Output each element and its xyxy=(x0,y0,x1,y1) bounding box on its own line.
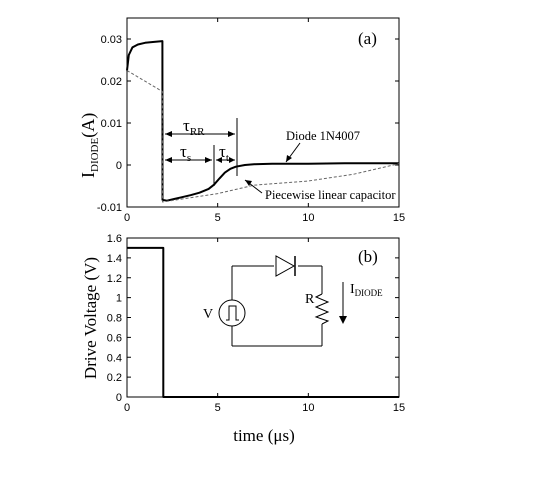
y-tick-label: 1.4 xyxy=(107,253,122,265)
x-tick-label: 15 xyxy=(393,402,405,414)
current-label: IDIODE xyxy=(350,282,383,298)
tau-s-arrowhead-left xyxy=(165,157,172,163)
tau-s-label: τs xyxy=(180,142,191,164)
x-tick-label: 5 xyxy=(215,212,221,224)
y-tick-label: 0.03 xyxy=(101,34,122,46)
pulse-waveform-icon xyxy=(226,305,239,321)
panel-b-y-axis-label: Drive Voltage (V) xyxy=(81,257,100,379)
y-tick-label: 1.6 xyxy=(107,233,122,245)
panel-a-y-axis-label: IDIODE(A) xyxy=(78,113,101,178)
y-tick-label: -0.01 xyxy=(97,202,122,214)
y-tick-label: 0.6 xyxy=(107,332,122,344)
tau-s-arrowhead-right xyxy=(205,157,212,163)
x-tick-label: 15 xyxy=(393,212,405,224)
voltage-source-symbol xyxy=(218,299,246,327)
y-tick-label: 0.4 xyxy=(107,352,122,364)
y-tick-label: 1 xyxy=(116,293,122,305)
diode-current-curve xyxy=(126,40,399,202)
voltage-source-label: V xyxy=(203,307,213,322)
panel-b-y-ticks: 0 0.2 0.4 0.6 0.8 1 1.2 1.4 1.6 xyxy=(107,233,399,404)
x-tick-label: 0 xyxy=(124,402,130,414)
y-tick-label: 1.2 xyxy=(107,273,122,285)
diode-series-label: Diode 1N4007 xyxy=(286,129,360,143)
capacitor-series-label: Piecewise linear capacitor xyxy=(265,188,396,202)
panel-a-annotations xyxy=(162,118,301,194)
tau-rr-arrowhead-right xyxy=(228,131,235,137)
tau-t-label: τt xyxy=(219,142,229,164)
panel-a-y-ticks: -0.01 0 0.01 0.02 0.03 xyxy=(97,34,399,214)
resistor-label: R xyxy=(305,292,315,307)
tau-t-arrowhead-right xyxy=(229,157,235,163)
tau-rr-label: τRR xyxy=(183,116,205,138)
y-tick-label: 0.8 xyxy=(107,313,122,325)
x-tick-label: 5 xyxy=(215,402,221,414)
capacitor-model-curve xyxy=(126,70,400,203)
drive-voltage-curve xyxy=(127,246,399,398)
diode-symbol xyxy=(275,255,296,277)
panel-b-label: (b) xyxy=(358,247,378,266)
y-tick-label: 0.02 xyxy=(101,76,122,88)
current-arrowhead xyxy=(339,316,347,324)
panel-b-series xyxy=(127,246,399,398)
panel-b: 0 0.2 0.4 0.6 0.8 1 1.2 1.4 1.6 0 5 10 15 (b) Drive… xyxy=(81,233,405,445)
resistor-symbol xyxy=(314,293,330,325)
y-tick-label: 0.01 xyxy=(101,118,122,130)
panel-a-axes-frame xyxy=(126,17,400,208)
y-tick-label: 0 xyxy=(116,392,122,404)
y-tick-label: 0 xyxy=(116,160,122,172)
diode-label-arrowhead xyxy=(286,155,292,162)
panel-b-x-axis-label: time (μs) xyxy=(233,426,295,445)
panel-a-x-ticks: 0 5 10 15 xyxy=(124,18,405,224)
x-tick-label: 10 xyxy=(302,212,314,224)
y-tick-label: 0.2 xyxy=(107,372,122,384)
circuit-diagram xyxy=(218,255,347,347)
tau-t-arrowhead-left xyxy=(216,157,222,163)
panel-a-series xyxy=(126,40,400,203)
panel-a-label: (a) xyxy=(358,29,377,48)
capacitor-label-arrowhead xyxy=(245,180,252,186)
tau-rr-arrowhead-left xyxy=(165,131,172,137)
x-tick-label: 0 xyxy=(124,212,130,224)
x-tick-label: 10 xyxy=(302,402,314,414)
panel-b-x-ticks: 0 5 10 15 xyxy=(124,238,405,414)
